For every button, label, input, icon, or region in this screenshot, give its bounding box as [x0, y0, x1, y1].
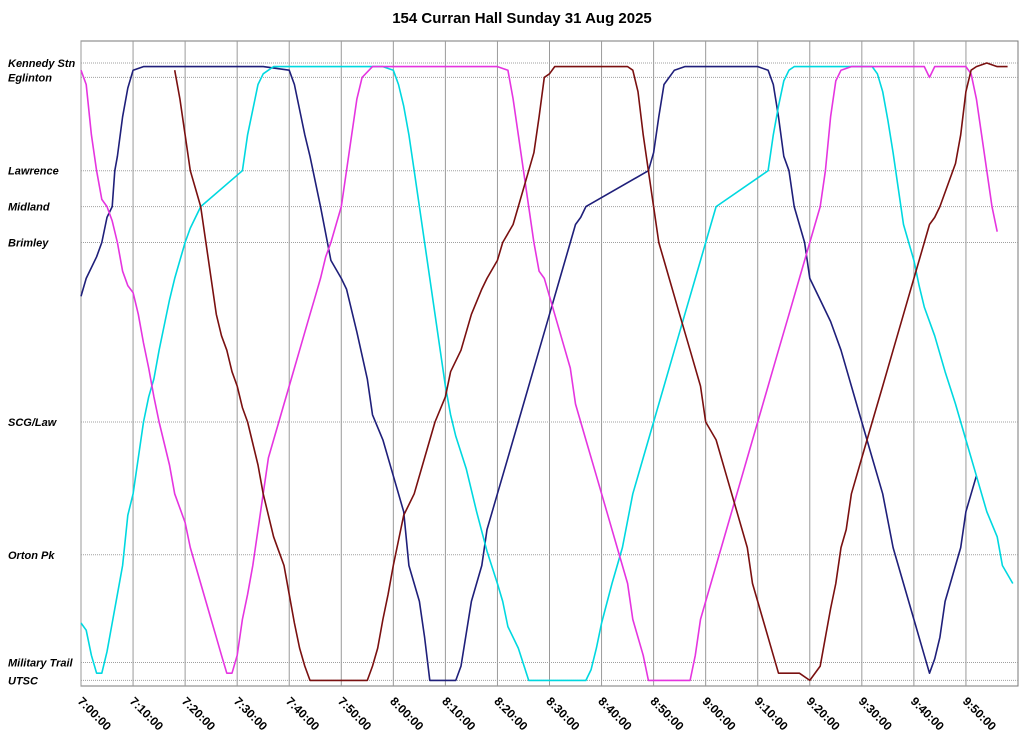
x-tick-label: 8:50:00: [647, 694, 686, 733]
x-tick-label: 7:50:00: [335, 694, 374, 733]
y-stop-label: Brimley: [8, 237, 49, 249]
x-tick-label: 7:00:00: [75, 694, 114, 733]
y-stop-label: Orton Pk: [8, 550, 55, 562]
x-tick-label: 9:30:00: [856, 694, 895, 733]
x-tick-label: 9:50:00: [960, 694, 999, 733]
series-line-4: [173, 62, 1008, 682]
y-axis-labels: Kennedy Stn Eglinton Lawrence Midland Brimle…: [8, 58, 76, 687]
series-line-3: [80, 65, 998, 682]
x-tick-label: 8:30:00: [543, 694, 582, 733]
y-stop-label: SCG/Law: [8, 417, 58, 429]
series-line-2: [80, 65, 1014, 682]
x-tick-label: 9:20:00: [804, 694, 843, 733]
chart-title: 154 Curran Hall Sunday 31 Aug 2025: [392, 10, 652, 27]
y-stop-label: Midland: [8, 202, 50, 214]
y-stop-label: Kennedy Stn: [8, 58, 76, 70]
series-layer: [80, 62, 1014, 682]
x-tick-label: 8:20:00: [491, 694, 530, 733]
x-axis-labels: 7:00:00 7:10:00 7:20:00 7:30:00 7:40:00 7:50:…: [75, 694, 999, 733]
x-tick-label: 9:00:00: [700, 694, 739, 733]
y-stop-label: Lawrence: [8, 166, 59, 178]
y-stop-label: Military Trail: [8, 657, 74, 669]
y-stop-label: UTSC: [8, 675, 39, 687]
x-tick-label: 9:40:00: [908, 694, 947, 733]
x-tick-label: 7:30:00: [231, 694, 270, 733]
y-stop-label: Eglinton: [8, 72, 52, 84]
x-gridlines: [80, 41, 967, 686]
x-tick-label: 7:40:00: [283, 694, 322, 733]
x-tick-label: 8:10:00: [439, 694, 478, 733]
x-tick-label: 9:10:00: [752, 694, 791, 733]
x-tick-label: 7:20:00: [179, 694, 218, 733]
series-line-1: [80, 65, 978, 682]
y-gridlines: [81, 62, 1018, 681]
x-tick-label: 8:00:00: [387, 694, 426, 733]
x-tick-label: 8:40:00: [595, 694, 634, 733]
x-tick-label: 7:10:00: [127, 694, 166, 733]
